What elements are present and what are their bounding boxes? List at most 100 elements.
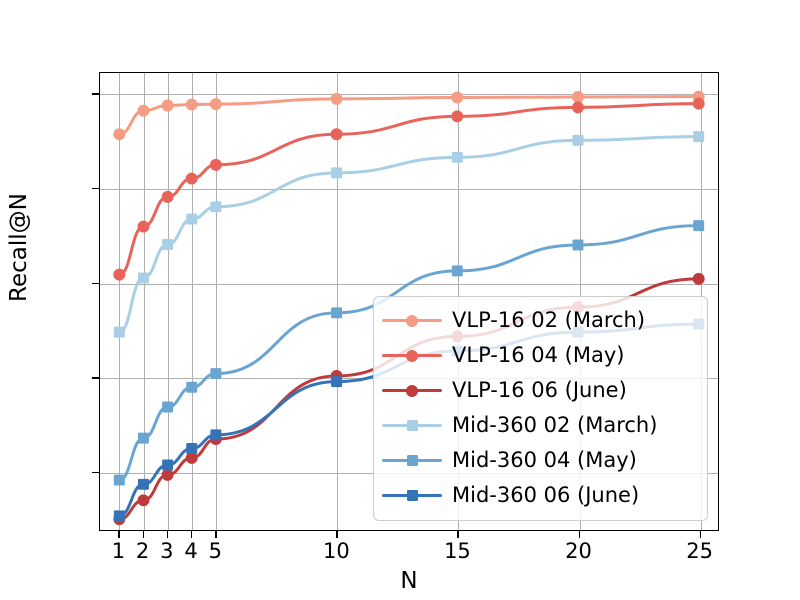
y-tick-mark [92, 377, 99, 379]
data-point-marker [693, 220, 705, 232]
x-tick-label: 20 [565, 539, 592, 563]
gridline-vertical [337, 73, 339, 530]
data-point-marker [161, 99, 174, 112]
x-tick-label: 3 [160, 539, 174, 563]
x-tick-label: 10 [322, 539, 350, 563]
x-tick-mark [118, 531, 120, 538]
data-point-marker [113, 128, 126, 141]
data-point-marker [210, 368, 222, 380]
x-tick-label: 5 [208, 539, 222, 563]
legend-circle-marker [406, 349, 418, 362]
series-mid-360-02-march [113, 131, 705, 338]
data-point-marker [331, 376, 343, 388]
data-point-marker [331, 167, 343, 179]
legend-item[interactable]: Mid-360 02 (March) [382, 408, 697, 443]
data-point-marker [451, 91, 464, 104]
series-line [117, 224, 701, 482]
data-point-marker [572, 91, 584, 103]
legend: VLP-16 02 (March) VLP-16 04 (May) VLP-16 0… [373, 296, 708, 521]
data-point-marker [137, 494, 150, 507]
legend-square-marker [406, 490, 418, 501]
legend-square-marker [406, 455, 418, 466]
legend-swatch [382, 416, 442, 436]
y-tick-mark [92, 93, 99, 95]
data-point-marker [572, 239, 584, 251]
data-point-marker [162, 459, 174, 471]
legend-label: VLP-16 02 (March) [452, 308, 646, 332]
legend-item[interactable]: Mid-360 06 (June) [382, 478, 697, 513]
legend-item[interactable]: Mid-360 04 (May) [382, 443, 697, 478]
x-tick-label: 2 [135, 539, 150, 563]
x-tick-mark [578, 531, 580, 538]
legend-label: Mid-360 04 (May) [452, 448, 637, 472]
data-point-marker [692, 272, 705, 285]
data-point-marker [113, 326, 125, 338]
y-tick-mark [92, 471, 99, 474]
data-point-marker [113, 510, 125, 522]
data-point-marker [185, 98, 198, 111]
data-point-marker [451, 265, 463, 277]
data-point-marker [451, 110, 464, 123]
data-point-marker [185, 172, 198, 185]
data-point-marker [162, 239, 174, 250]
series-line [117, 135, 701, 334]
gridline-vertical [192, 73, 194, 530]
data-point-marker [209, 98, 222, 111]
data-point-marker [137, 432, 149, 444]
data-series-layer [113, 90, 705, 526]
legend-label: Mid-360 06 (June) [452, 483, 640, 507]
data-point-marker [137, 478, 149, 490]
data-point-marker [693, 131, 705, 143]
y-tick-mark [92, 282, 99, 284]
data-point-marker [161, 190, 174, 203]
legend-item[interactable]: VLP-16 06 (June) [382, 373, 697, 408]
gridline-vertical [216, 73, 218, 530]
x-tick-label: 15 [444, 539, 471, 563]
x-tick-mark [699, 531, 701, 538]
data-point-marker [161, 468, 174, 481]
data-point-marker [137, 220, 150, 233]
data-point-marker [162, 401, 174, 413]
data-point-marker [137, 272, 149, 284]
legend-label: VLP-16 06 (June) [452, 378, 627, 402]
legend-swatch [382, 311, 442, 331]
legend-square-marker [406, 420, 418, 431]
legend-item[interactable]: VLP-16 04 (May) [382, 338, 697, 373]
x-tick-label: 4 [184, 539, 198, 563]
data-point-marker [331, 307, 343, 319]
data-point-marker [185, 451, 198, 464]
gridline-vertical [143, 73, 145, 530]
x-tick-mark [142, 531, 144, 538]
legend-label: Mid-360 02 (March) [452, 413, 658, 437]
legend-swatch [382, 381, 442, 401]
x-tick-mark [166, 531, 169, 538]
data-point-marker [330, 128, 343, 141]
data-point-marker [113, 474, 125, 486]
legend-circle-marker [406, 314, 418, 327]
data-point-marker [210, 429, 222, 441]
series-vlp-16-02-march [113, 90, 705, 141]
x-axis-label: N [400, 568, 418, 594]
data-point-marker [572, 134, 584, 146]
data-point-marker [186, 443, 198, 454]
series-line [117, 102, 701, 277]
legend-circle-marker [406, 384, 418, 397]
y-tick-mark [92, 187, 99, 190]
legend-label: VLP-16 04 (May) [452, 343, 625, 367]
gridline-vertical [119, 73, 121, 530]
gridline-vertical [167, 73, 169, 530]
data-point-marker [209, 158, 222, 171]
gridline-horizontal [100, 94, 718, 96]
y-axis-label: Recall@N [6, 193, 32, 302]
data-point-marker [330, 92, 343, 105]
series-line [117, 95, 701, 136]
x-tick-mark [336, 531, 338, 538]
gridline-horizontal [100, 188, 718, 190]
data-point-marker [137, 104, 150, 117]
data-point-marker [572, 101, 584, 114]
x-tick-label: 1 [111, 539, 126, 563]
legend-item[interactable]: VLP-16 02 (March) [382, 303, 697, 338]
data-point-marker [186, 381, 198, 393]
series-vlp-16-04-may [113, 97, 705, 281]
